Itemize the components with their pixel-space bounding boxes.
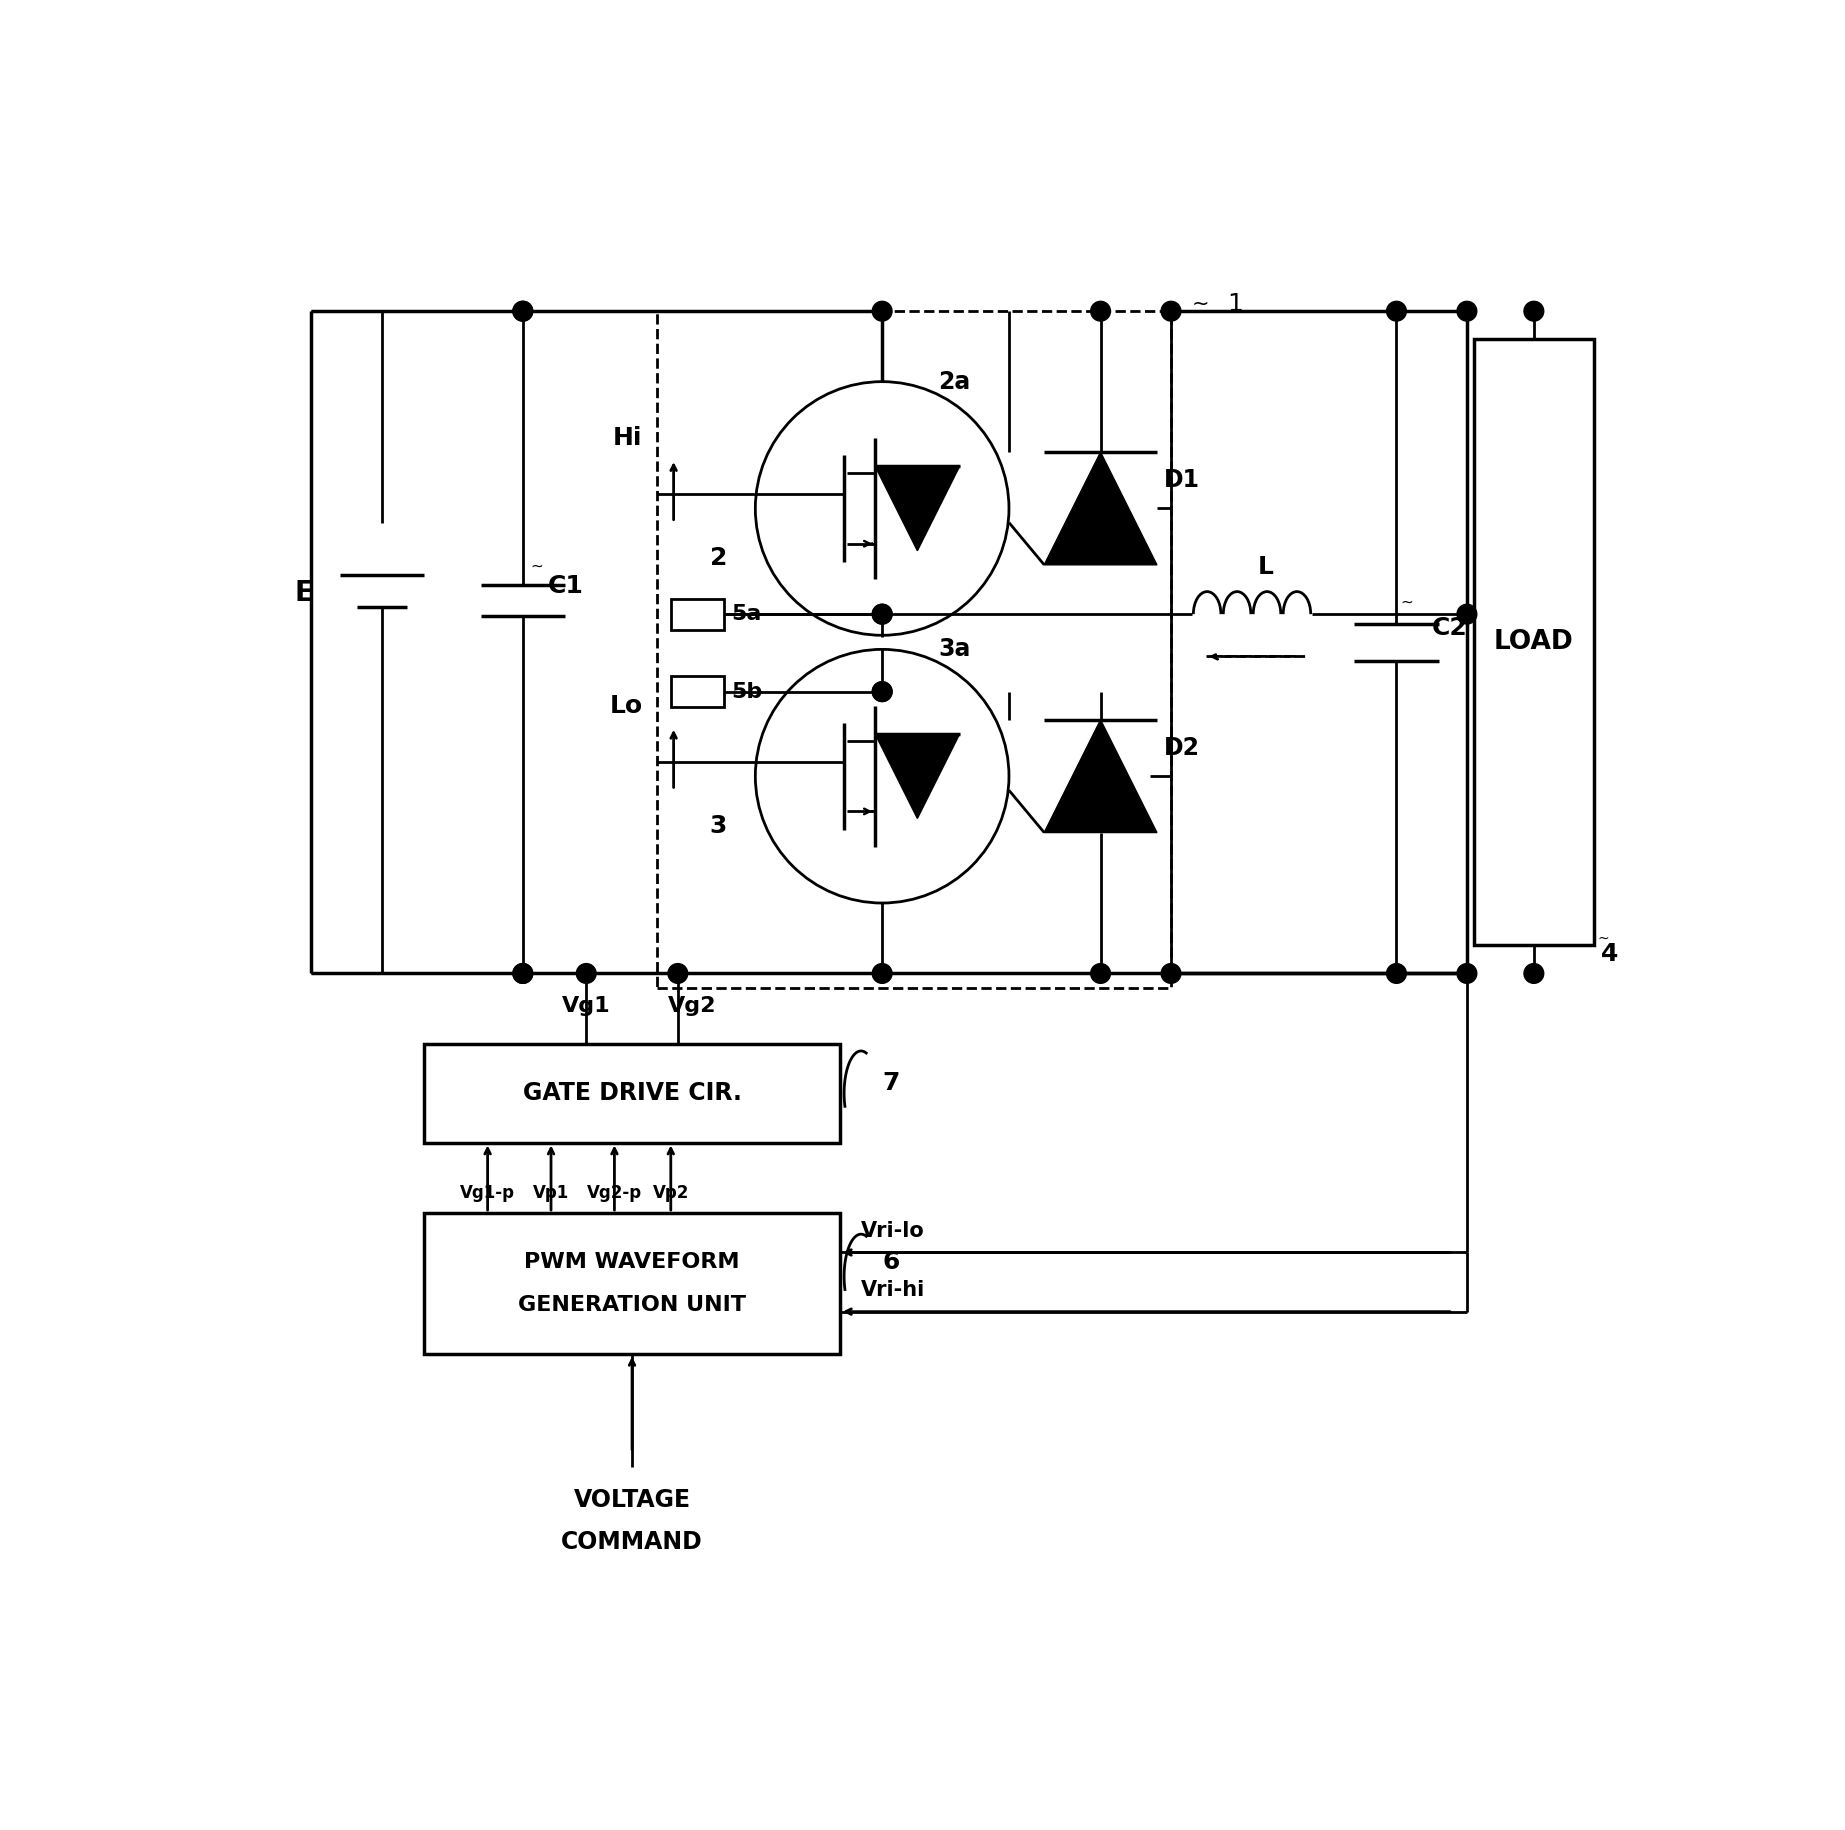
Text: Vg1-p: Vg1-p	[459, 1184, 515, 1202]
Circle shape	[1090, 964, 1111, 983]
Text: ~: ~	[1400, 595, 1413, 609]
Text: Vri-hi: Vri-hi	[862, 1281, 924, 1301]
Text: VOLTAGE: VOLTAGE	[574, 1488, 690, 1512]
Circle shape	[1524, 964, 1544, 983]
Circle shape	[873, 604, 891, 624]
Circle shape	[513, 964, 533, 983]
Text: Hi: Hi	[613, 426, 642, 450]
Text: D1: D1	[1164, 468, 1199, 492]
Circle shape	[1458, 964, 1476, 983]
Text: 4: 4	[1601, 942, 1618, 966]
Bar	[424, 1043, 839, 1142]
Text: 7: 7	[882, 1071, 900, 1096]
Text: C1: C1	[548, 575, 585, 598]
Circle shape	[873, 964, 891, 983]
Circle shape	[513, 302, 533, 320]
Text: GENERATION UNIT: GENERATION UNIT	[518, 1294, 745, 1314]
Bar	[672, 598, 725, 630]
Text: LOAD: LOAD	[1494, 630, 1574, 655]
Circle shape	[513, 302, 533, 320]
Text: Lo: Lo	[609, 694, 642, 717]
Text: C2: C2	[1432, 617, 1467, 640]
Text: 5b: 5b	[731, 681, 762, 701]
Text: Vp1: Vp1	[533, 1184, 568, 1202]
Text: ~: ~	[530, 558, 542, 573]
Circle shape	[1161, 964, 1181, 983]
Circle shape	[668, 964, 688, 983]
Text: E: E	[295, 578, 314, 608]
Circle shape	[513, 964, 533, 983]
Text: 2a: 2a	[939, 370, 970, 393]
Text: ~: ~	[1192, 295, 1210, 315]
Text: 3a: 3a	[939, 637, 970, 661]
Circle shape	[1161, 302, 1181, 320]
Text: 5a: 5a	[731, 604, 762, 624]
Circle shape	[873, 604, 891, 624]
Polygon shape	[1044, 719, 1157, 833]
Bar	[424, 1213, 839, 1354]
Circle shape	[873, 302, 891, 320]
Circle shape	[1387, 302, 1406, 320]
Text: Vg2: Vg2	[668, 996, 716, 1016]
Circle shape	[1387, 964, 1406, 983]
Circle shape	[1458, 302, 1476, 320]
Circle shape	[873, 683, 891, 701]
Text: Vp2: Vp2	[653, 1184, 688, 1202]
Circle shape	[1458, 604, 1476, 624]
Text: GATE DRIVE CIR.: GATE DRIVE CIR.	[522, 1082, 742, 1105]
Text: 6: 6	[882, 1250, 900, 1274]
Bar	[1474, 339, 1594, 946]
Circle shape	[576, 964, 596, 983]
Circle shape	[1090, 302, 1111, 320]
Bar	[672, 675, 725, 706]
Text: 1: 1	[1227, 293, 1244, 317]
Text: ~: ~	[1598, 931, 1609, 946]
Text: COMMAND: COMMAND	[561, 1530, 703, 1554]
Text: L: L	[1258, 554, 1275, 578]
Polygon shape	[1044, 452, 1157, 565]
Polygon shape	[875, 467, 959, 551]
Text: 3: 3	[710, 814, 727, 838]
Text: D2: D2	[1164, 736, 1199, 759]
Polygon shape	[875, 734, 959, 818]
Text: Vri-lo: Vri-lo	[862, 1221, 924, 1241]
Text: Vg2-p: Vg2-p	[587, 1184, 642, 1202]
Bar	[657, 311, 1172, 988]
Circle shape	[1524, 302, 1544, 320]
Text: Vg1: Vg1	[563, 996, 611, 1016]
Text: 2: 2	[710, 545, 727, 569]
Circle shape	[873, 683, 891, 701]
Text: PWM WAVEFORM: PWM WAVEFORM	[524, 1252, 740, 1272]
